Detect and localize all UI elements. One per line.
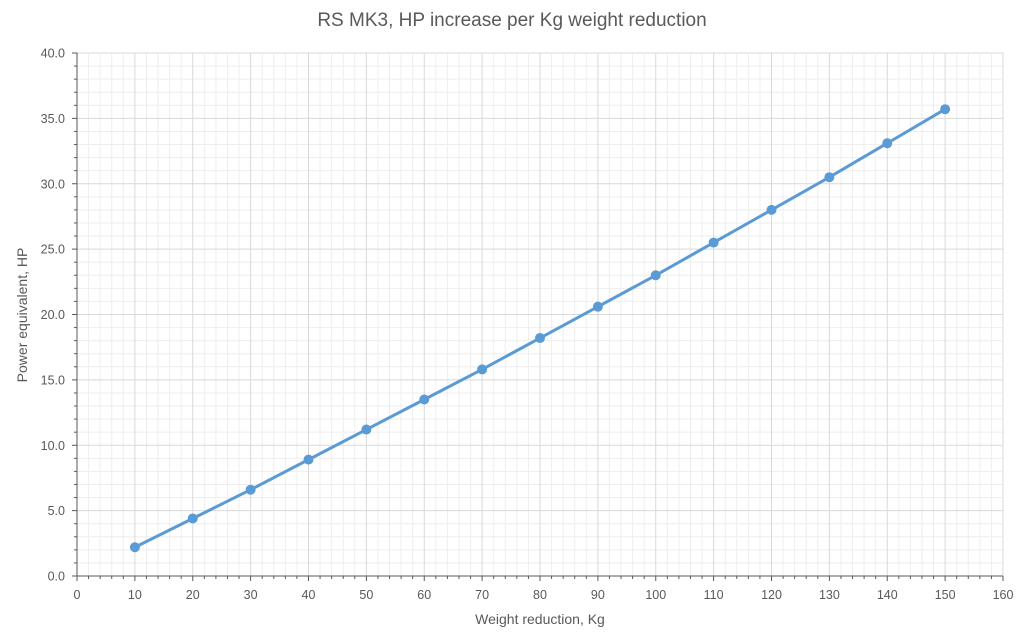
series-layer <box>129 104 951 553</box>
x-tick-label: 140 <box>877 588 898 602</box>
x-tick-label: 10 <box>128 588 142 602</box>
data-point <box>766 204 777 215</box>
x-tick-labels: 0 10 20 30 40 50 60 70 80 90 100 110 120 130 140 150 160 <box>74 588 1014 602</box>
data-point <box>882 138 893 149</box>
y-axis-title: Power equivalent, HP <box>14 248 30 383</box>
data-point <box>940 104 951 115</box>
data-point <box>303 454 314 465</box>
x-tick-label: 110 <box>704 588 724 602</box>
x-tick-label: 30 <box>244 588 258 602</box>
y-tick-label: 20.0 <box>41 308 65 322</box>
x-tick-label: 160 <box>993 588 1014 602</box>
x-tick-label: 100 <box>645 588 666 602</box>
data-point <box>650 270 661 281</box>
y-tick-label: 25.0 <box>41 243 65 257</box>
y-tick-labels: 0.0 5.0 10.0 15.0 20.0 25.0 30.0 35.0 40.0 <box>41 47 65 584</box>
data-point <box>824 172 835 183</box>
data-point <box>592 301 603 312</box>
data-point <box>419 394 430 405</box>
y-tick-label: 40.0 <box>41 47 65 61</box>
x-tick-label: 90 <box>591 588 605 602</box>
y-tick-label: 35.0 <box>41 112 65 126</box>
y-tick-label: 0.0 <box>48 570 65 584</box>
y-tick-label: 30.0 <box>41 177 65 191</box>
x-axis-title: Weight reduction, Kg <box>475 611 605 627</box>
data-point <box>245 484 256 495</box>
y-tick-label: 10.0 <box>41 439 65 453</box>
x-tick-label: 70 <box>475 588 489 602</box>
data-point <box>708 237 719 248</box>
x-tick-label: 150 <box>935 588 956 602</box>
x-tick-label: 50 <box>359 588 373 602</box>
x-tick-label: 120 <box>761 588 782 602</box>
x-tick-label: 40 <box>302 588 316 602</box>
data-point <box>535 333 545 344</box>
data-point <box>477 364 488 375</box>
data-point <box>361 424 372 435</box>
data-point <box>187 513 198 524</box>
y-tick-label: 5.0 <box>48 504 65 518</box>
x-tick-label: 80 <box>533 588 547 602</box>
x-tick-label: 60 <box>417 588 431 602</box>
y-tick-label: 15.0 <box>41 373 65 387</box>
chart-title: RS MK3, HP increase per Kg weight reduct… <box>317 10 706 31</box>
x-tick-label: 0 <box>74 588 81 602</box>
axes <box>72 52 1004 581</box>
data-point <box>129 542 140 553</box>
x-tick-label: 20 <box>186 588 200 602</box>
x-tick-label: 130 <box>819 588 840 602</box>
major-grid <box>77 52 1004 576</box>
